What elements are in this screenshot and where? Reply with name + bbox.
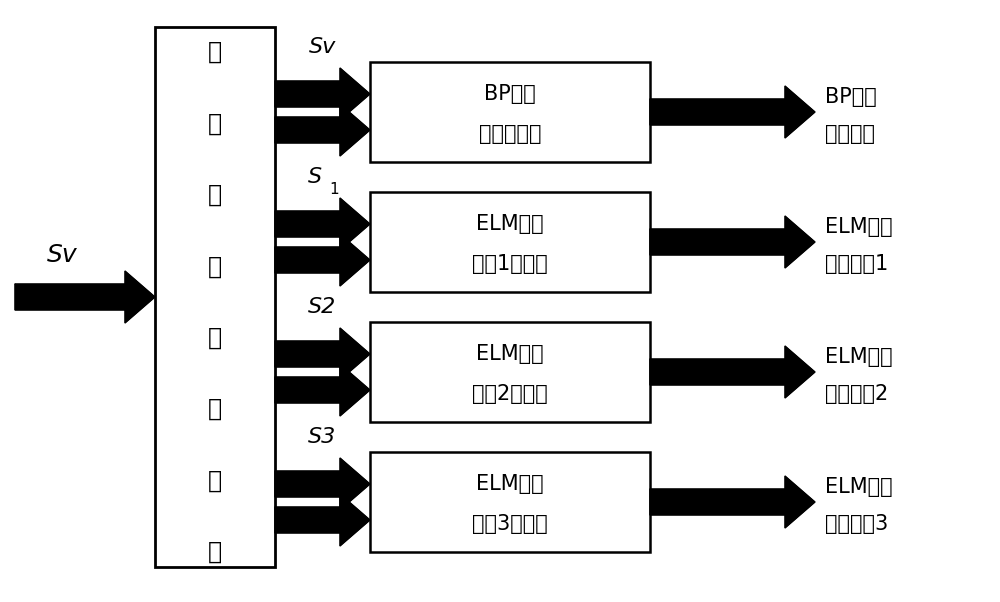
Text: 器: 器: [208, 540, 222, 564]
Text: ELM网络: ELM网络: [825, 217, 893, 237]
Polygon shape: [650, 86, 815, 138]
Polygon shape: [650, 216, 815, 268]
Text: ELM网络: ELM网络: [476, 214, 544, 234]
Polygon shape: [275, 458, 370, 510]
Text: ELM网络: ELM网络: [476, 344, 544, 364]
Text: 单元1训练器: 单元1训练器: [472, 254, 548, 274]
Polygon shape: [650, 476, 815, 528]
Text: BP网络: BP网络: [825, 87, 877, 107]
Polygon shape: [275, 494, 370, 546]
Text: 单元3训练器: 单元3训练器: [472, 514, 548, 534]
Polygon shape: [15, 271, 155, 323]
Text: 划: 划: [208, 397, 222, 421]
Text: 检测单元: 检测单元: [825, 124, 875, 144]
Text: 检测单元2: 检测单元2: [825, 384, 888, 404]
Text: BP网络: BP网络: [484, 84, 536, 104]
Bar: [370, 322, 650, 422]
Text: 单元2训练器: 单元2训练器: [472, 384, 548, 404]
Text: ELM网络: ELM网络: [825, 347, 893, 367]
Bar: [155, 27, 275, 567]
Bar: [370, 62, 650, 162]
Text: 1: 1: [330, 182, 339, 197]
Text: S3: S3: [308, 427, 337, 447]
Bar: [370, 192, 650, 292]
Text: S2: S2: [308, 297, 337, 317]
Text: 本: 本: [208, 254, 222, 278]
Text: 集: 集: [208, 326, 222, 350]
Text: 检测单元1: 检测单元1: [825, 254, 888, 274]
Text: S: S: [307, 167, 322, 187]
Polygon shape: [275, 104, 370, 156]
Polygon shape: [650, 346, 815, 398]
Bar: [370, 452, 650, 552]
Polygon shape: [275, 198, 370, 250]
Polygon shape: [275, 68, 370, 120]
Text: 练: 练: [208, 111, 222, 135]
Text: 样: 样: [208, 183, 222, 207]
Text: 检测单元3: 检测单元3: [825, 514, 888, 534]
Text: Sv: Sv: [309, 37, 336, 57]
Text: 分: 分: [208, 468, 222, 492]
Polygon shape: [275, 234, 370, 286]
Text: ELM网络: ELM网络: [476, 474, 544, 494]
Text: 训: 训: [208, 40, 222, 64]
Text: Sv: Sv: [47, 243, 77, 267]
Polygon shape: [275, 328, 370, 380]
Text: 单元训练器: 单元训练器: [479, 124, 541, 144]
Text: ELM网络: ELM网络: [825, 477, 893, 497]
Polygon shape: [275, 364, 370, 416]
